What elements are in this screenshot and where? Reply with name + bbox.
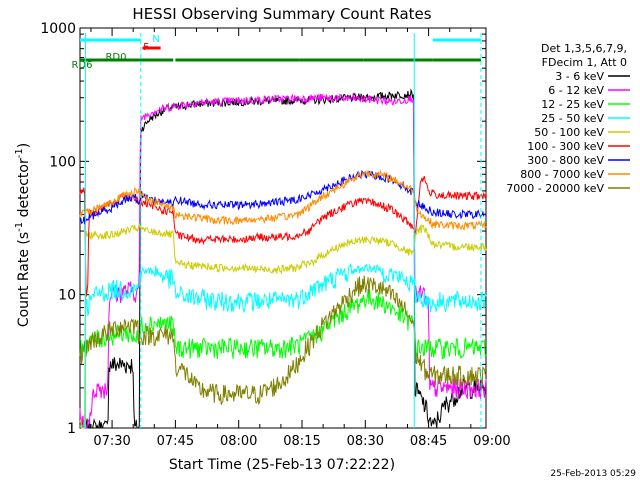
- y-tick-label: 1: [67, 421, 76, 437]
- legend-entry-label: 100 - 300 keV: [527, 140, 604, 153]
- x-tick-label: 08:45: [410, 434, 447, 449]
- y-tick-label: 10: [58, 288, 76, 304]
- flag-label-f: F: [143, 42, 149, 53]
- legend-entry-label: 50 - 100 keV: [534, 126, 604, 139]
- y-axis-label-part: Count Rate (s: [16, 232, 32, 327]
- plot-frame: [79, 27, 487, 429]
- series-layer: [79, 88, 487, 429]
- legend-entry-label: 300 - 800 keV: [527, 154, 604, 167]
- x-tick-label: 08:30: [347, 434, 384, 449]
- y-tick-label: 1000: [40, 21, 76, 37]
- x-tick-label: 08:00: [220, 434, 257, 449]
- x-tick-label: 08:15: [283, 434, 320, 449]
- legend-header: FDecim 1, Att 0: [542, 56, 627, 69]
- legend-header: Det 1,3,5,6,7,9,: [541, 42, 627, 55]
- y-axis-label-part: ): [16, 143, 32, 148]
- x-tick-label: 07:30: [93, 434, 130, 449]
- flag-label-n: N: [152, 34, 159, 45]
- legend-entry-label: 3 - 6 keV: [555, 70, 604, 83]
- flag-label-rd6: RD6: [71, 60, 92, 71]
- series-line-4: [79, 263, 487, 429]
- x-axis-label: Start Time (25-Feb-13 07:22:22): [169, 457, 395, 473]
- flag-label-rd0: RD0: [105, 52, 126, 63]
- x-tick-label: 07:45: [157, 434, 194, 449]
- annotation-layer: NF RD0 RD6: [71, 33, 482, 428]
- plot-area: [79, 27, 487, 429]
- y-axis-label: Count Rate (s-1 detector-1): [14, 143, 32, 327]
- series-line-9: [79, 275, 487, 406]
- legend-entry-label: 7000 - 20000 keV: [506, 182, 604, 195]
- x-axis: 07:30 07:45 08:00 08:15 08:30 08:45 09:00: [90, 28, 511, 449]
- legend-entry-label: 25 - 50 keV: [541, 112, 604, 125]
- series-line-8: [79, 169, 487, 231]
- x-tick-label: 09:00: [473, 434, 510, 449]
- y-tick-label: 100: [49, 154, 76, 170]
- legend-entry-label: 6 - 12 keV: [548, 84, 604, 97]
- timestamp: 25-Feb-2013 05:29: [550, 469, 636, 479]
- legend: Det 1,3,5,6,7,9,FDecim 1, Att 03 - 6 keV…: [506, 42, 630, 195]
- y-axis: 1 10 100 1000: [40, 21, 486, 437]
- legend-entry-label: 800 - 7000 keV: [520, 168, 604, 181]
- chart-title: HESSI Observing Summary Count Rates: [132, 5, 431, 23]
- y-axis-label-part: detector: [16, 158, 32, 222]
- legend-entry-label: 12 - 25 keV: [541, 98, 604, 111]
- series-line-5: [79, 223, 487, 429]
- y-axis-label-superscript: -1: [14, 222, 25, 232]
- y-axis-label-superscript: -1: [14, 148, 25, 158]
